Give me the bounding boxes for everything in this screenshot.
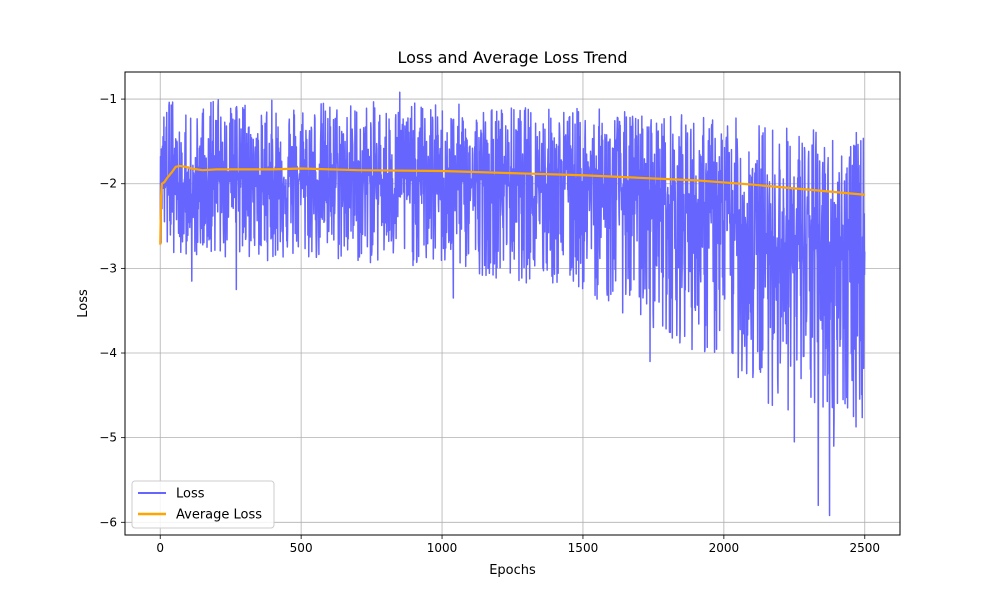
y-axis-label: Loss xyxy=(76,289,91,318)
chart-title: Loss and Average Loss Trend xyxy=(397,48,627,67)
x-tick-label: 2500 xyxy=(849,541,880,555)
legend-label-loss: Loss xyxy=(176,487,205,502)
series-layer xyxy=(159,91,866,517)
y-tick-label: −3 xyxy=(99,261,117,275)
y-tick-label: −4 xyxy=(99,346,117,360)
series-line-loss xyxy=(159,91,866,517)
legend-label-average-loss: Average Loss xyxy=(176,508,262,523)
x-axis-label: Epochs xyxy=(489,563,536,578)
legend-box xyxy=(131,480,275,529)
x-tick-label: 0 xyxy=(156,541,164,555)
x-tick-label: 1000 xyxy=(427,541,458,555)
x-tick-label: 1500 xyxy=(568,541,599,555)
ticks: 0 500 1000 1500 2000 2500 −1 −2 −3 −4 −5 −6 xyxy=(99,92,880,555)
y-tick-label: −6 xyxy=(99,515,117,529)
series-line-average-loss xyxy=(159,164,865,245)
x-tick-label: 2000 xyxy=(709,541,740,555)
legend: Loss Average Loss xyxy=(131,480,275,529)
x-tick-label: 500 xyxy=(290,541,313,555)
y-tick-label: −1 xyxy=(99,92,117,106)
y-tick-label: −5 xyxy=(99,431,117,445)
y-tick-label: −2 xyxy=(99,177,117,191)
plot-frame xyxy=(124,71,901,536)
